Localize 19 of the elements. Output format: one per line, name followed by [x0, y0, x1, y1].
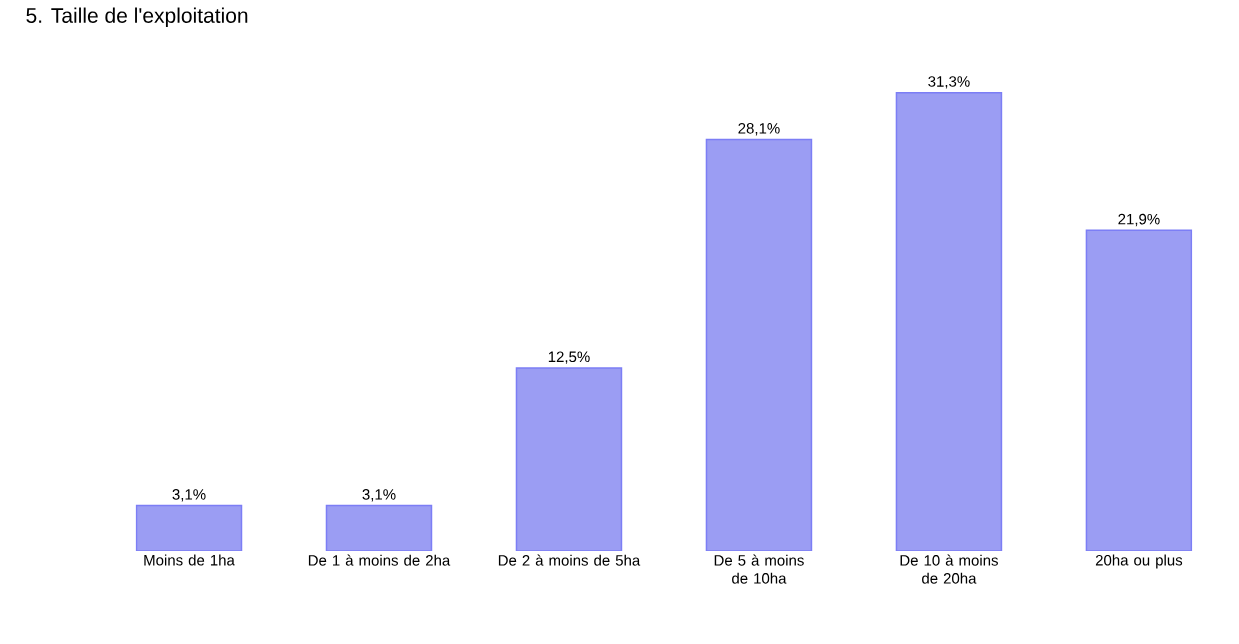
bar — [895, 91, 1003, 551]
x-tick-label: De 10 à moins de 20ha — [900, 554, 998, 584]
x-tick-label: 20ha ou plus — [1095, 554, 1183, 569]
x-tick-label: De 2 à moins de 5ha — [498, 554, 641, 566]
bar — [515, 367, 623, 551]
data-label: 3,1% — [172, 489, 206, 502]
bar — [1085, 229, 1193, 551]
data-label: 3,1% — [362, 489, 396, 502]
bar — [705, 138, 813, 551]
data-label: 21,9% — [1118, 213, 1160, 227]
data-label: 28,1% — [738, 123, 780, 136]
chart-title: 5. Taille de l'exploitation — [26, 7, 248, 28]
x-tick-label: De 5 à moins de 10ha — [714, 554, 804, 584]
data-label: 12,5% — [548, 351, 590, 364]
bar — [135, 504, 243, 551]
bar — [325, 504, 433, 551]
x-tick-label: De 1 à moins de 2ha — [308, 554, 451, 566]
data-label: 31,3% — [928, 76, 970, 89]
x-tick-label: Moins de 1ha — [144, 554, 235, 566]
